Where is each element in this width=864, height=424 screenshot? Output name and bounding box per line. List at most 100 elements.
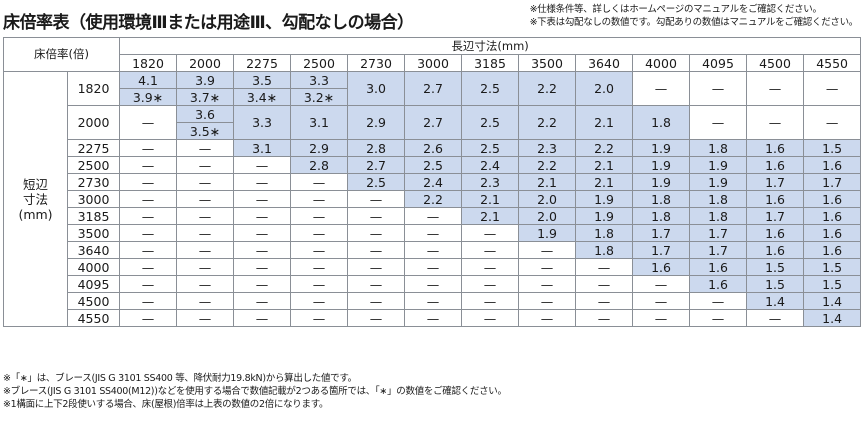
- table-cell: —: [233, 224, 292, 242]
- table-cell: 3.0: [347, 71, 406, 106]
- table-cell: 3.6: [176, 105, 235, 123]
- table-cell: 1.6: [803, 207, 862, 225]
- table-cell: 1.4: [803, 309, 862, 327]
- row-header: 4095: [66, 275, 121, 293]
- table-cell: —: [404, 241, 463, 259]
- table-cell: —: [347, 241, 406, 259]
- table-cell: 2.5: [461, 71, 520, 106]
- table-cell: 1.9: [575, 190, 634, 208]
- table-cell: —: [347, 190, 406, 208]
- table-cell: 1.9: [689, 173, 748, 191]
- table-cell: —: [290, 173, 349, 191]
- table-cell: —: [290, 292, 349, 310]
- table-cell: 1.8: [575, 224, 634, 242]
- table-cell: 3.9: [176, 71, 235, 89]
- column-header: 2000: [176, 54, 235, 72]
- table-cell: —: [119, 139, 178, 157]
- table-cell: —: [404, 292, 463, 310]
- table-cell: —: [233, 241, 292, 259]
- table-cell: 2.1: [575, 105, 634, 140]
- table-cell: 1.6: [746, 156, 805, 174]
- table-cell: —: [404, 258, 463, 276]
- table-cell: 2.7: [347, 156, 406, 174]
- table-cell: 2.1: [575, 173, 634, 191]
- table-cell: 2.5: [347, 173, 406, 191]
- column-header: 2730: [347, 54, 406, 72]
- table-cell: 2.0: [575, 71, 634, 106]
- table-cell: 2.5: [461, 139, 520, 157]
- table-cell: —: [233, 173, 292, 191]
- table-cell: —: [176, 139, 235, 157]
- table-cell: —: [746, 309, 805, 327]
- table-cell: 4.1: [119, 71, 178, 89]
- table-cell: 1.6: [632, 258, 691, 276]
- table-cell: 1.9: [632, 156, 691, 174]
- table-cell: —: [176, 156, 235, 174]
- table-cell: 2.7: [404, 105, 463, 140]
- column-header: 3640: [575, 54, 634, 72]
- table-cell: —: [176, 173, 235, 191]
- table-cell: 2.2: [518, 156, 577, 174]
- table-row: 3185— — — — — —2.1 2.0 1.9 1.8 1.8 1.7 1.6: [4, 207, 862, 225]
- column-header-row: 1820 2000 2275 2500 2730 3000 3185 3500 3640 4000…: [4, 54, 862, 72]
- table-cell: —: [119, 173, 178, 191]
- table-cell: 2.1: [461, 207, 520, 225]
- table-cell: —: [689, 292, 748, 310]
- table-cell: —: [347, 309, 406, 327]
- table-cell: 3.1: [233, 139, 292, 157]
- table-cell: 2.1: [518, 173, 577, 191]
- table-cell: —: [119, 309, 178, 327]
- column-header: 4550: [803, 54, 862, 72]
- table-cell: 2.5: [461, 105, 520, 140]
- table-cell: 2.4: [404, 173, 463, 191]
- table-cell: 2.2: [518, 71, 577, 106]
- table-cell: 1.6: [803, 190, 862, 208]
- table-cell: —: [176, 190, 235, 208]
- row-header: 2275: [66, 139, 121, 157]
- note-line: ※仕様条件等、詳しくはホームページのマニュアルをご確認ください。: [529, 4, 822, 15]
- column-header: 3000: [404, 54, 463, 72]
- table-cell: —: [689, 105, 748, 140]
- footnote: ※ブレース(JIS G 3101 SS400(M12))などを使用する場合で数値…: [3, 386, 507, 397]
- header-row: 床倍率(倍) 長辺寸法(mm): [2, 37, 862, 72]
- table-cell: 2.1: [575, 156, 634, 174]
- table-cell: 3.3: [290, 71, 349, 89]
- table-cell: —: [176, 241, 235, 259]
- table-cell: —: [347, 292, 406, 310]
- table-cell: —: [689, 71, 748, 106]
- table-cell: —: [347, 224, 406, 242]
- table-cell: —: [119, 258, 178, 276]
- table-cell: 2.6: [404, 139, 463, 157]
- table-cell: —: [803, 71, 862, 106]
- table-cell: —: [233, 292, 292, 310]
- table-cell: 1.9: [689, 156, 748, 174]
- short-side-label-line: (mm): [18, 206, 53, 222]
- table-cell: 1.8: [632, 190, 691, 208]
- short-side-label: 短辺 寸法 (mm): [3, 71, 68, 327]
- table-cell: 1.6: [746, 224, 805, 242]
- table-cell: —: [290, 275, 349, 293]
- table-row: 3640— — — — — — — —1.8 1.7 1.7 1.6 1.6: [4, 241, 862, 259]
- row-header: 3640: [66, 241, 121, 259]
- table-cell-alt: 3.9∗: [119, 88, 178, 106]
- table-cell: —: [233, 275, 292, 293]
- table-cell: —: [119, 190, 178, 208]
- table-cell: —: [461, 241, 520, 259]
- table-cell: —: [461, 224, 520, 242]
- table-cell: —: [176, 309, 235, 327]
- table-cell: —: [347, 207, 406, 225]
- table-cell: 1.9: [575, 207, 634, 225]
- footnote: ※「∗」は、ブレース(JIS G 3101 SS400 等、降伏耐力19.8kN…: [3, 373, 357, 384]
- table-row: 2275— —3.1 2.9 2.8 2.6 2.5 2.3 2.2 1.9 1.8 1.6 1.5: [4, 139, 862, 157]
- column-header: 2500: [290, 54, 349, 72]
- column-header: 3185: [461, 54, 520, 72]
- table-cell: 2.7: [404, 71, 463, 106]
- table-cell: 2.3: [518, 139, 577, 157]
- table-cell: —: [290, 309, 349, 327]
- table-cell: —: [461, 275, 520, 293]
- table-row: 4095— — — — — — — — — —1.6 1.5 1.5: [4, 275, 862, 293]
- short-side-label-line: 寸法: [22, 191, 48, 207]
- table-cell: —: [233, 207, 292, 225]
- table-cell: 2.2: [575, 139, 634, 157]
- table-cell: 1.6: [689, 258, 748, 276]
